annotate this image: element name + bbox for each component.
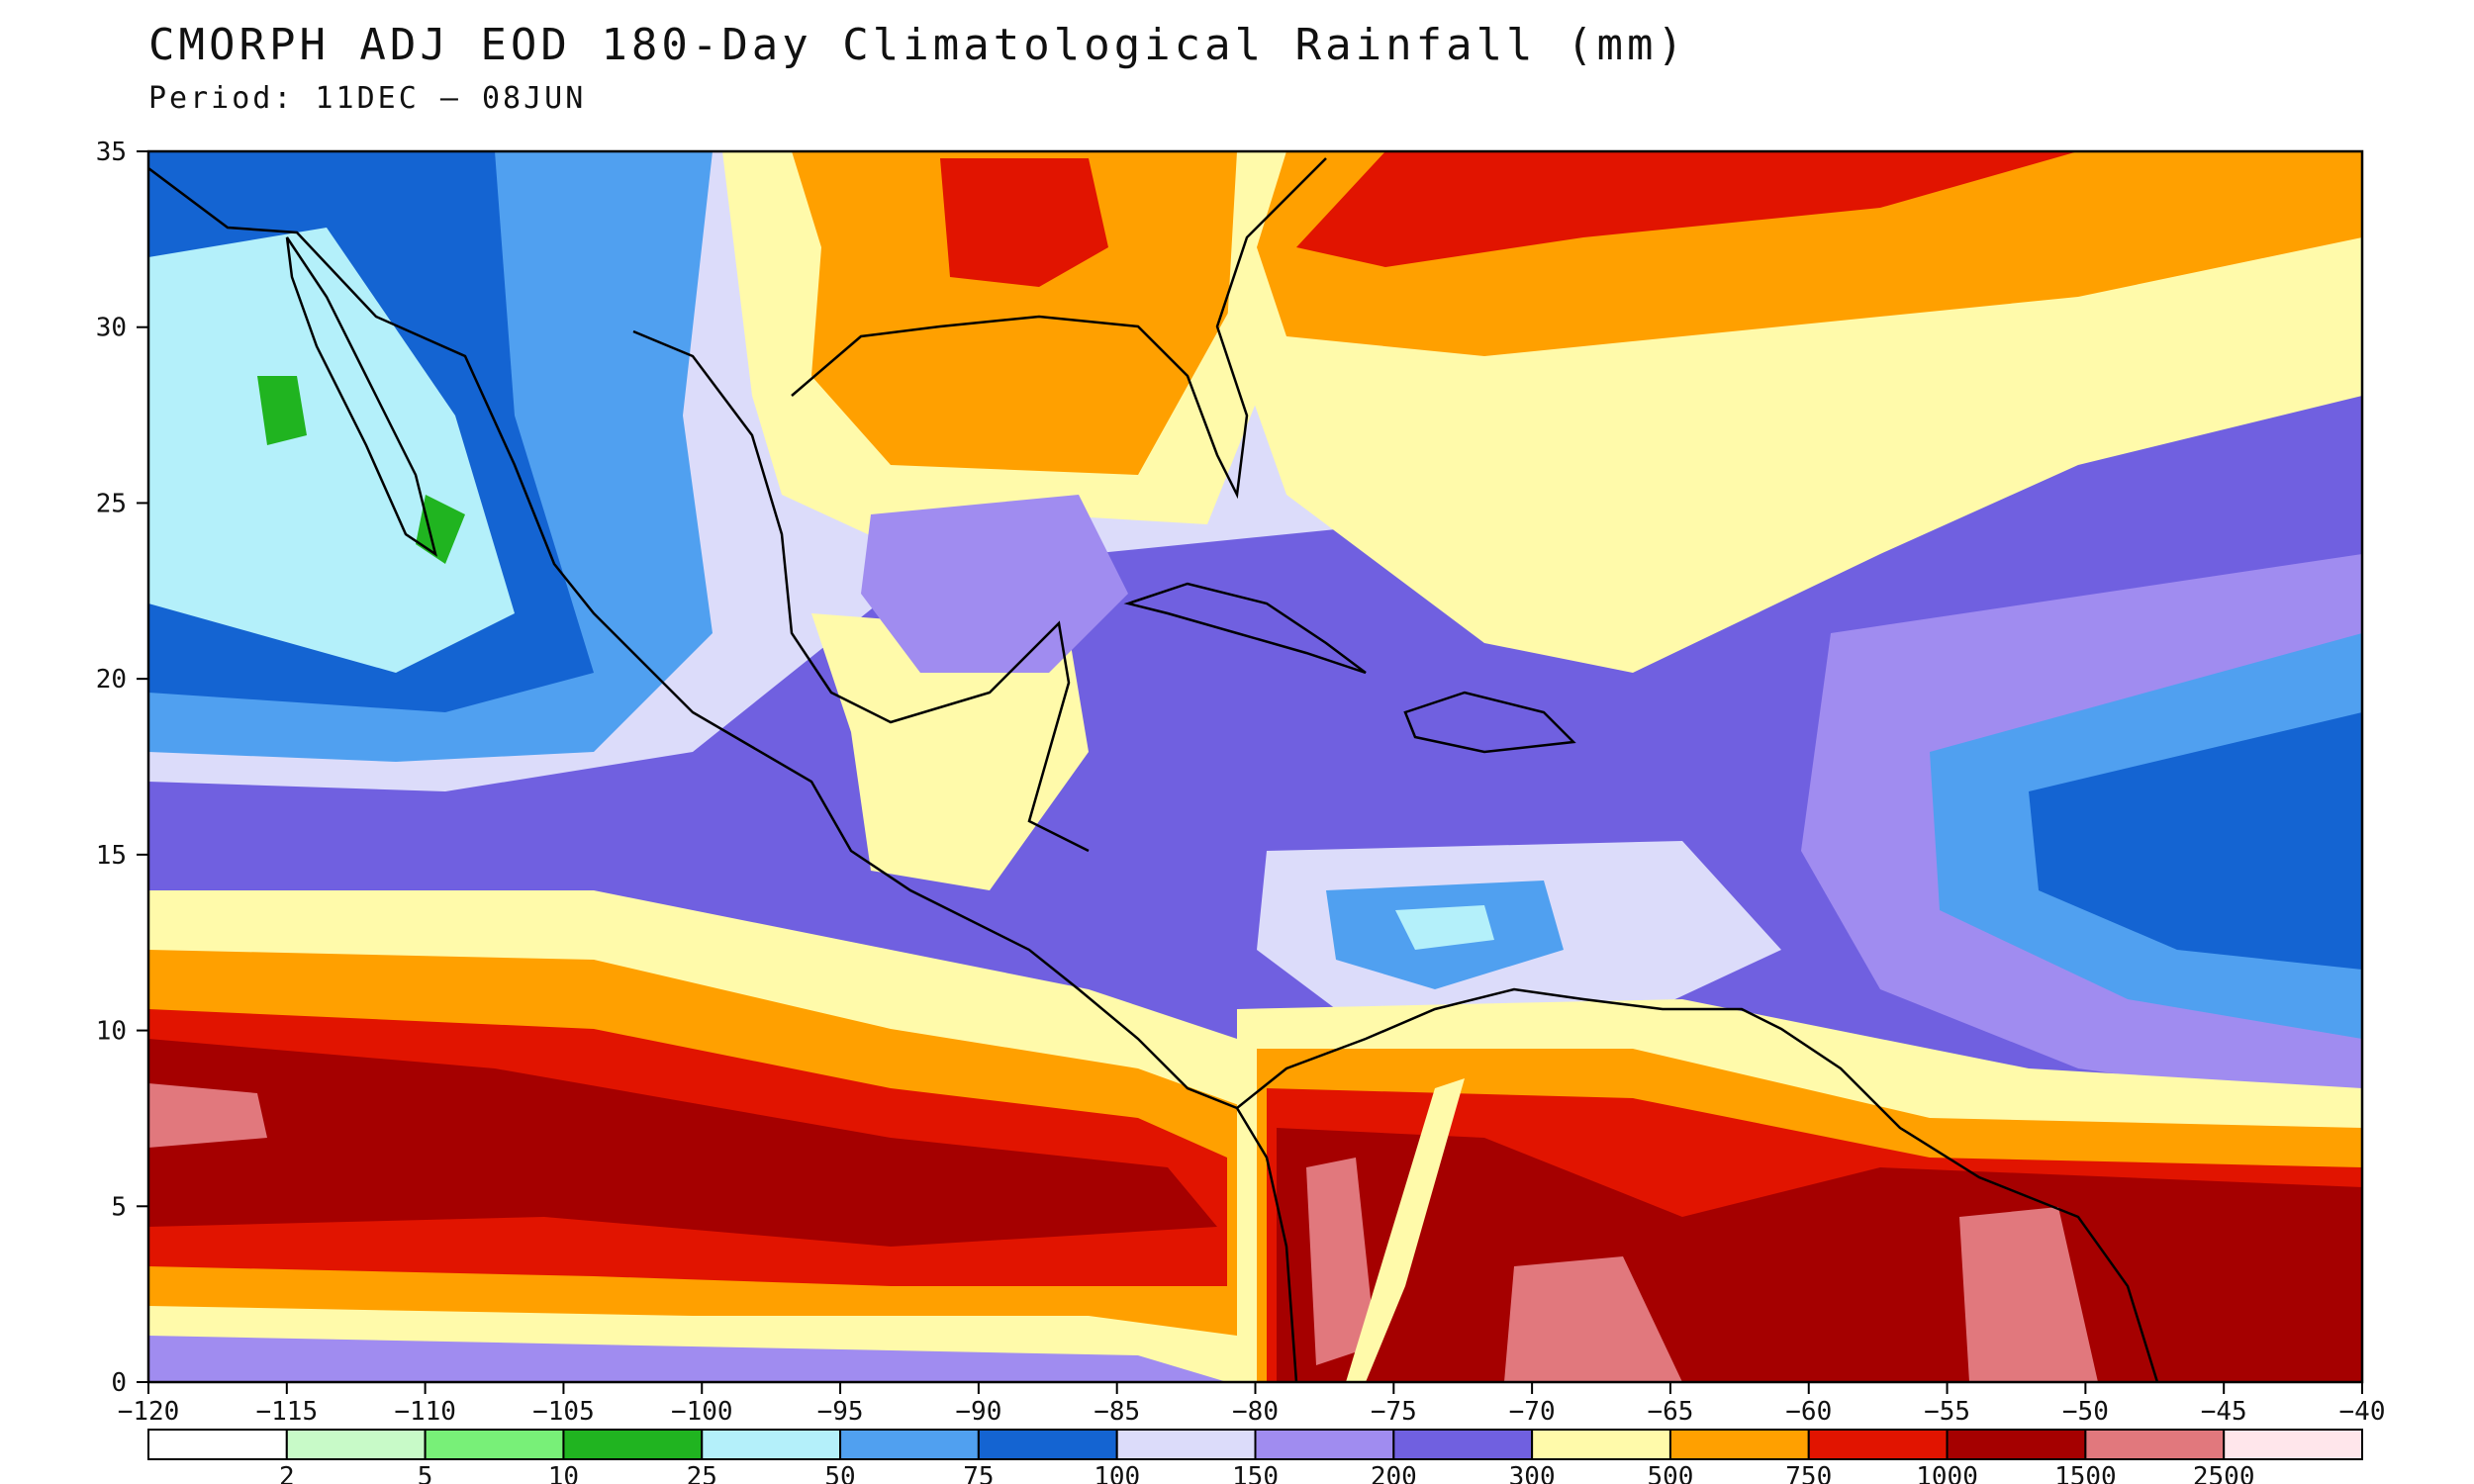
us-gulf-coastline	[791, 157, 1327, 500]
lon-tick-label: −120	[118, 1397, 180, 1427]
legend-swatch	[2223, 1429, 2363, 1460]
rain-band-atlantic-red	[1296, 151, 2078, 267]
rain-band-itcz-pink	[148, 1083, 267, 1148]
lon-tick-label: −115	[256, 1397, 319, 1427]
rain-band-andes-yellow	[1346, 1078, 1465, 1382]
lon-tick-label: −90	[955, 1397, 1001, 1427]
color-legend: 2 5 10 25 50 75 100 150 200 300 500 750 1000 1500 2500	[147, 1429, 2363, 1484]
figure-title: CMORPH ADJ EOD 180-Day Climatological Ra…	[148, 20, 1688, 70]
legend-swatch	[1807, 1429, 1949, 1460]
lon-tick-label: −50	[2062, 1397, 2109, 1427]
legend-threshold-label: 50	[824, 1462, 855, 1484]
lon-tick-label: −80	[1232, 1397, 1279, 1427]
lon-tick-label: −45	[2201, 1397, 2247, 1427]
lon-tick-label: −65	[1647, 1397, 1693, 1427]
pacific-sa-coastline	[1235, 1107, 1298, 1382]
period-subtitle: Period: 11DEC — 08JUN	[148, 81, 587, 116]
legend-swatch	[1668, 1429, 1810, 1460]
lon-tick-label: −100	[671, 1397, 733, 1427]
legend-threshold-label: 750	[1785, 1462, 1832, 1484]
legend-threshold-label: 10	[548, 1462, 579, 1484]
rain-band-yucatan-yellow	[811, 613, 1089, 890]
legend-swatch	[147, 1429, 288, 1460]
legend-swatch	[1392, 1429, 1534, 1460]
legend-threshold-label: 200	[1371, 1462, 1417, 1484]
lon-tick-label: −95	[817, 1397, 864, 1427]
lon-tick-label: −70	[1509, 1397, 1556, 1427]
lat-tick-label: 15	[96, 841, 127, 871]
lat-tick-label: 20	[96, 665, 127, 695]
legend-threshold-label: 1000	[1916, 1462, 1978, 1484]
legend-threshold-label: 300	[1509, 1462, 1556, 1484]
lon-tick-label: −75	[1371, 1397, 1417, 1427]
coastlines	[148, 157, 2159, 1382]
lon-tick-label: −110	[394, 1397, 456, 1427]
rain-band-pacific-cyan	[148, 228, 515, 673]
rain-band-mexico-lavender	[861, 495, 1128, 673]
legend-threshold-label: 500	[1647, 1462, 1693, 1484]
legend-threshold-label: 2500	[2193, 1462, 2255, 1484]
legend-swatch	[562, 1429, 704, 1460]
lat-tick-label: 35	[96, 138, 127, 167]
lon-tick-label: −105	[532, 1397, 595, 1427]
legend-swatch	[285, 1429, 427, 1460]
hispaniola-coastline	[1403, 691, 1576, 754]
north-america-coastline	[148, 167, 1238, 1110]
baja-coastline	[285, 236, 437, 557]
legend-threshold-label: 5	[418, 1462, 433, 1484]
rain-band-itcz-darkred	[148, 1039, 1217, 1247]
legend-threshold-label: 100	[1094, 1462, 1140, 1484]
legend-swatch	[839, 1429, 980, 1460]
lat-tick-label: 5	[111, 1192, 127, 1222]
lat-tick-label: 10	[96, 1017, 127, 1047]
legend-swatch	[1254, 1429, 1395, 1460]
legend-swatch	[1531, 1429, 1671, 1460]
lat-tick-label: 0	[111, 1368, 127, 1398]
legend-swatch	[977, 1429, 1118, 1460]
rainfall-field	[148, 151, 2362, 1382]
cuba-coastline	[1123, 582, 1367, 675]
lat-tick-label: 25	[96, 489, 127, 518]
rain-band-atlantic-darkblue	[2029, 712, 2362, 970]
latitude-axis: 0 5 10 15 20 25 30 35	[96, 138, 148, 1398]
rain-band-equator-lavender	[148, 1336, 1227, 1382]
rain-band-caribbean-cyan	[1395, 905, 1494, 950]
lon-tick-label: −40	[2339, 1397, 2386, 1427]
legend-threshold-label: 1500	[2054, 1462, 2117, 1484]
legend-swatch	[1946, 1429, 2087, 1460]
legend-threshold-label: 75	[963, 1462, 994, 1484]
legend-swatch	[424, 1429, 565, 1460]
rain-band-baja-green	[257, 376, 465, 564]
longitude-axis: −120 −115 −110 −105 −100 −95 −90 −85 −80 −75 −70 −6…	[118, 1382, 2386, 1427]
lon-tick-label: −85	[1094, 1397, 1140, 1427]
south-america-coastline	[1236, 987, 2159, 1382]
rain-band-southamerica-pink	[1306, 1158, 2098, 1382]
gulf-coastline	[632, 329, 1090, 853]
legend-swatch	[1115, 1429, 1257, 1460]
rain-band-gulf-orange	[792, 151, 1376, 475]
legend-threshold-label: 150	[1232, 1462, 1279, 1484]
legend-threshold-label: 2	[279, 1462, 295, 1484]
legend-threshold-label: 25	[687, 1462, 717, 1484]
legend-swatch	[701, 1429, 842, 1460]
lon-tick-label: −55	[1924, 1397, 1970, 1427]
lon-tick-label: −60	[1785, 1397, 1832, 1427]
legend-swatch	[2084, 1429, 2226, 1460]
lat-tick-label: 30	[96, 314, 127, 343]
rain-band-se-us-red	[940, 158, 1108, 287]
